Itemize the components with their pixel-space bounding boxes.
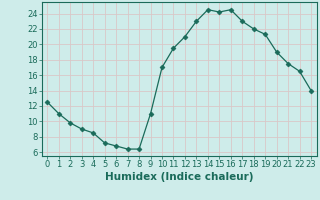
X-axis label: Humidex (Indice chaleur): Humidex (Indice chaleur): [105, 172, 253, 182]
